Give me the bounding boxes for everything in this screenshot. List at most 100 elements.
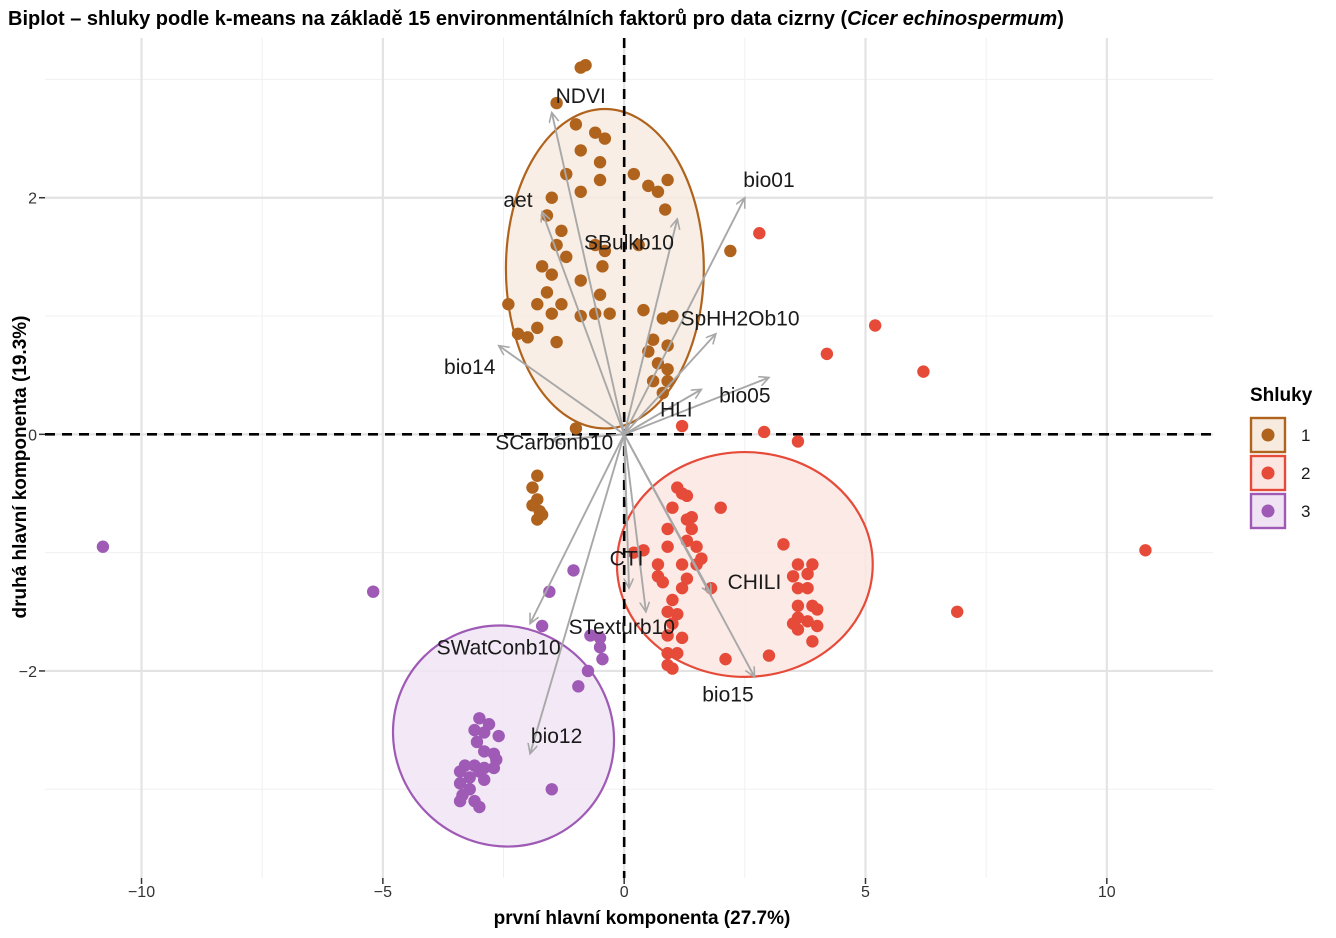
data-point-cluster-1 — [627, 167, 641, 181]
y-tick-label: 2 — [28, 191, 37, 208]
data-point-cluster-2 — [917, 365, 930, 378]
loading-label-SpHH2Ob10: SpHH2Ob10 — [680, 307, 799, 330]
x-tick-label: 5 — [861, 884, 870, 901]
data-point-cluster-1 — [574, 274, 587, 287]
y-tick-label: 0 — [28, 427, 37, 444]
data-point-cluster-3 — [96, 540, 110, 553]
data-point-cluster-2 — [791, 558, 805, 571]
data-point-cluster-1 — [545, 191, 558, 204]
loading-arrow-SBulkb10 — [623, 219, 677, 435]
loading-label-bio05: bio05 — [719, 384, 770, 407]
data-point-cluster-2 — [811, 619, 824, 633]
cluster-points — [96, 59, 1152, 814]
data-point-cluster-2 — [1139, 544, 1152, 557]
x-tick-label: −5 — [374, 884, 392, 901]
data-point-cluster-1 — [724, 244, 737, 258]
legend-key-point-1 — [1261, 428, 1275, 442]
legend-key-box-2 — [1249, 454, 1287, 492]
data-point-cluster-1 — [521, 331, 534, 344]
data-point-cluster-2 — [786, 570, 800, 583]
data-point-cluster-2 — [801, 581, 814, 595]
data-point-cluster-1 — [596, 260, 609, 273]
data-point-cluster-1 — [574, 144, 587, 157]
loading-arrow-bio15 — [623, 433, 754, 677]
data-point-cluster-2 — [719, 652, 732, 666]
legend: Shluky 1 2 3 — [1249, 385, 1313, 530]
loading-label-CTI: CTI — [610, 548, 644, 571]
data-point-cluster-1 — [589, 126, 602, 139]
data-point-cluster-2 — [661, 629, 674, 642]
data-point-cluster-3 — [567, 564, 580, 577]
chart-title: Biplot – shluky podle k-means na základě… — [8, 8, 1064, 30]
legend-key-point-3 — [1261, 504, 1275, 518]
data-point-cluster-2 — [806, 635, 819, 648]
loading-label-STexturb10: STexturb10 — [569, 616, 675, 639]
loading-label-CHILI: CHILI — [728, 571, 782, 594]
data-point-cluster-3 — [453, 765, 467, 778]
data-point-cluster-3 — [453, 794, 467, 808]
data-point-cluster-2 — [753, 227, 766, 240]
loading-arrow-STexturb10 — [624, 434, 629, 588]
data-point-cluster-2 — [661, 522, 674, 536]
loading-label-NDVI: NDVI — [556, 85, 606, 108]
chart-title-end: ) — [1057, 8, 1064, 30]
data-point-cluster-1 — [598, 244, 612, 258]
data-point-cluster-3 — [492, 729, 505, 743]
data-point-cluster-1 — [661, 363, 674, 376]
data-point-cluster-3 — [478, 773, 491, 787]
chart-title-main: Biplot – shluky podle k-means na základě… — [8, 8, 847, 30]
data-point-cluster-3 — [487, 761, 501, 775]
loading-arrow-SWatConb10 — [529, 433, 626, 623]
data-point-cluster-2 — [714, 501, 727, 514]
data-point-cluster-3 — [545, 783, 558, 796]
data-point-cluster-1 — [589, 238, 602, 252]
loading-arrow-SpHH2Ob10 — [623, 334, 716, 435]
data-point-cluster-1 — [531, 321, 544, 335]
loading-arrow-NDVI — [552, 113, 626, 435]
data-point-cluster-1 — [569, 422, 583, 435]
x-tick-label: 0 — [620, 884, 629, 901]
data-point-cluster-1 — [579, 59, 592, 72]
data-point-cluster-2 — [675, 419, 689, 433]
data-point-cluster-1 — [555, 297, 568, 311]
data-point-cluster-2 — [685, 522, 698, 536]
data-point-cluster-2 — [791, 599, 805, 613]
data-point-cluster-2 — [675, 581, 689, 595]
data-point-cluster-1 — [531, 469, 544, 482]
x-axis-label: první hlavní komponenta (27.7%) — [494, 908, 791, 929]
data-point-cluster-2 — [791, 623, 805, 636]
data-point-cluster-1 — [637, 303, 650, 317]
data-point-cluster-2 — [666, 501, 679, 514]
data-point-cluster-3 — [584, 629, 597, 642]
data-point-cluster-2 — [671, 647, 684, 660]
data-point-cluster-1 — [545, 268, 558, 281]
data-point-cluster-3 — [581, 664, 595, 678]
data-point-cluster-2 — [820, 347, 834, 361]
data-point-cluster-3 — [473, 712, 486, 725]
data-point-cluster-2 — [757, 425, 771, 439]
loading-arrows — [499, 113, 769, 754]
loading-arrow-bio14 — [499, 346, 625, 436]
loading-arrow-bio12 — [530, 434, 626, 753]
data-point-cluster-2 — [680, 489, 694, 503]
data-point-cluster-1 — [560, 250, 573, 264]
data-point-cluster-2 — [666, 593, 679, 607]
data-point-cluster-1 — [574, 185, 587, 199]
data-point-cluster-1 — [642, 179, 655, 193]
x-tick-label: 10 — [1098, 884, 1116, 901]
legend-label-2: 2 — [1301, 464, 1310, 483]
data-point-cluster-3 — [596, 652, 609, 666]
data-point-cluster-2 — [690, 540, 703, 553]
data-point-cluster-2 — [627, 546, 641, 559]
loading-label-bio01: bio01 — [743, 169, 794, 192]
data-point-cluster-3 — [463, 771, 476, 784]
data-point-cluster-2 — [671, 607, 684, 621]
loading-label-bio14: bio14 — [444, 356, 496, 379]
legend-label-1: 1 — [1301, 426, 1310, 445]
data-point-cluster-2 — [675, 631, 689, 645]
zero-lines — [45, 38, 1213, 878]
data-point-cluster-2 — [777, 538, 790, 551]
data-point-cluster-2 — [680, 513, 694, 526]
legend-key-point-2 — [1261, 466, 1275, 480]
